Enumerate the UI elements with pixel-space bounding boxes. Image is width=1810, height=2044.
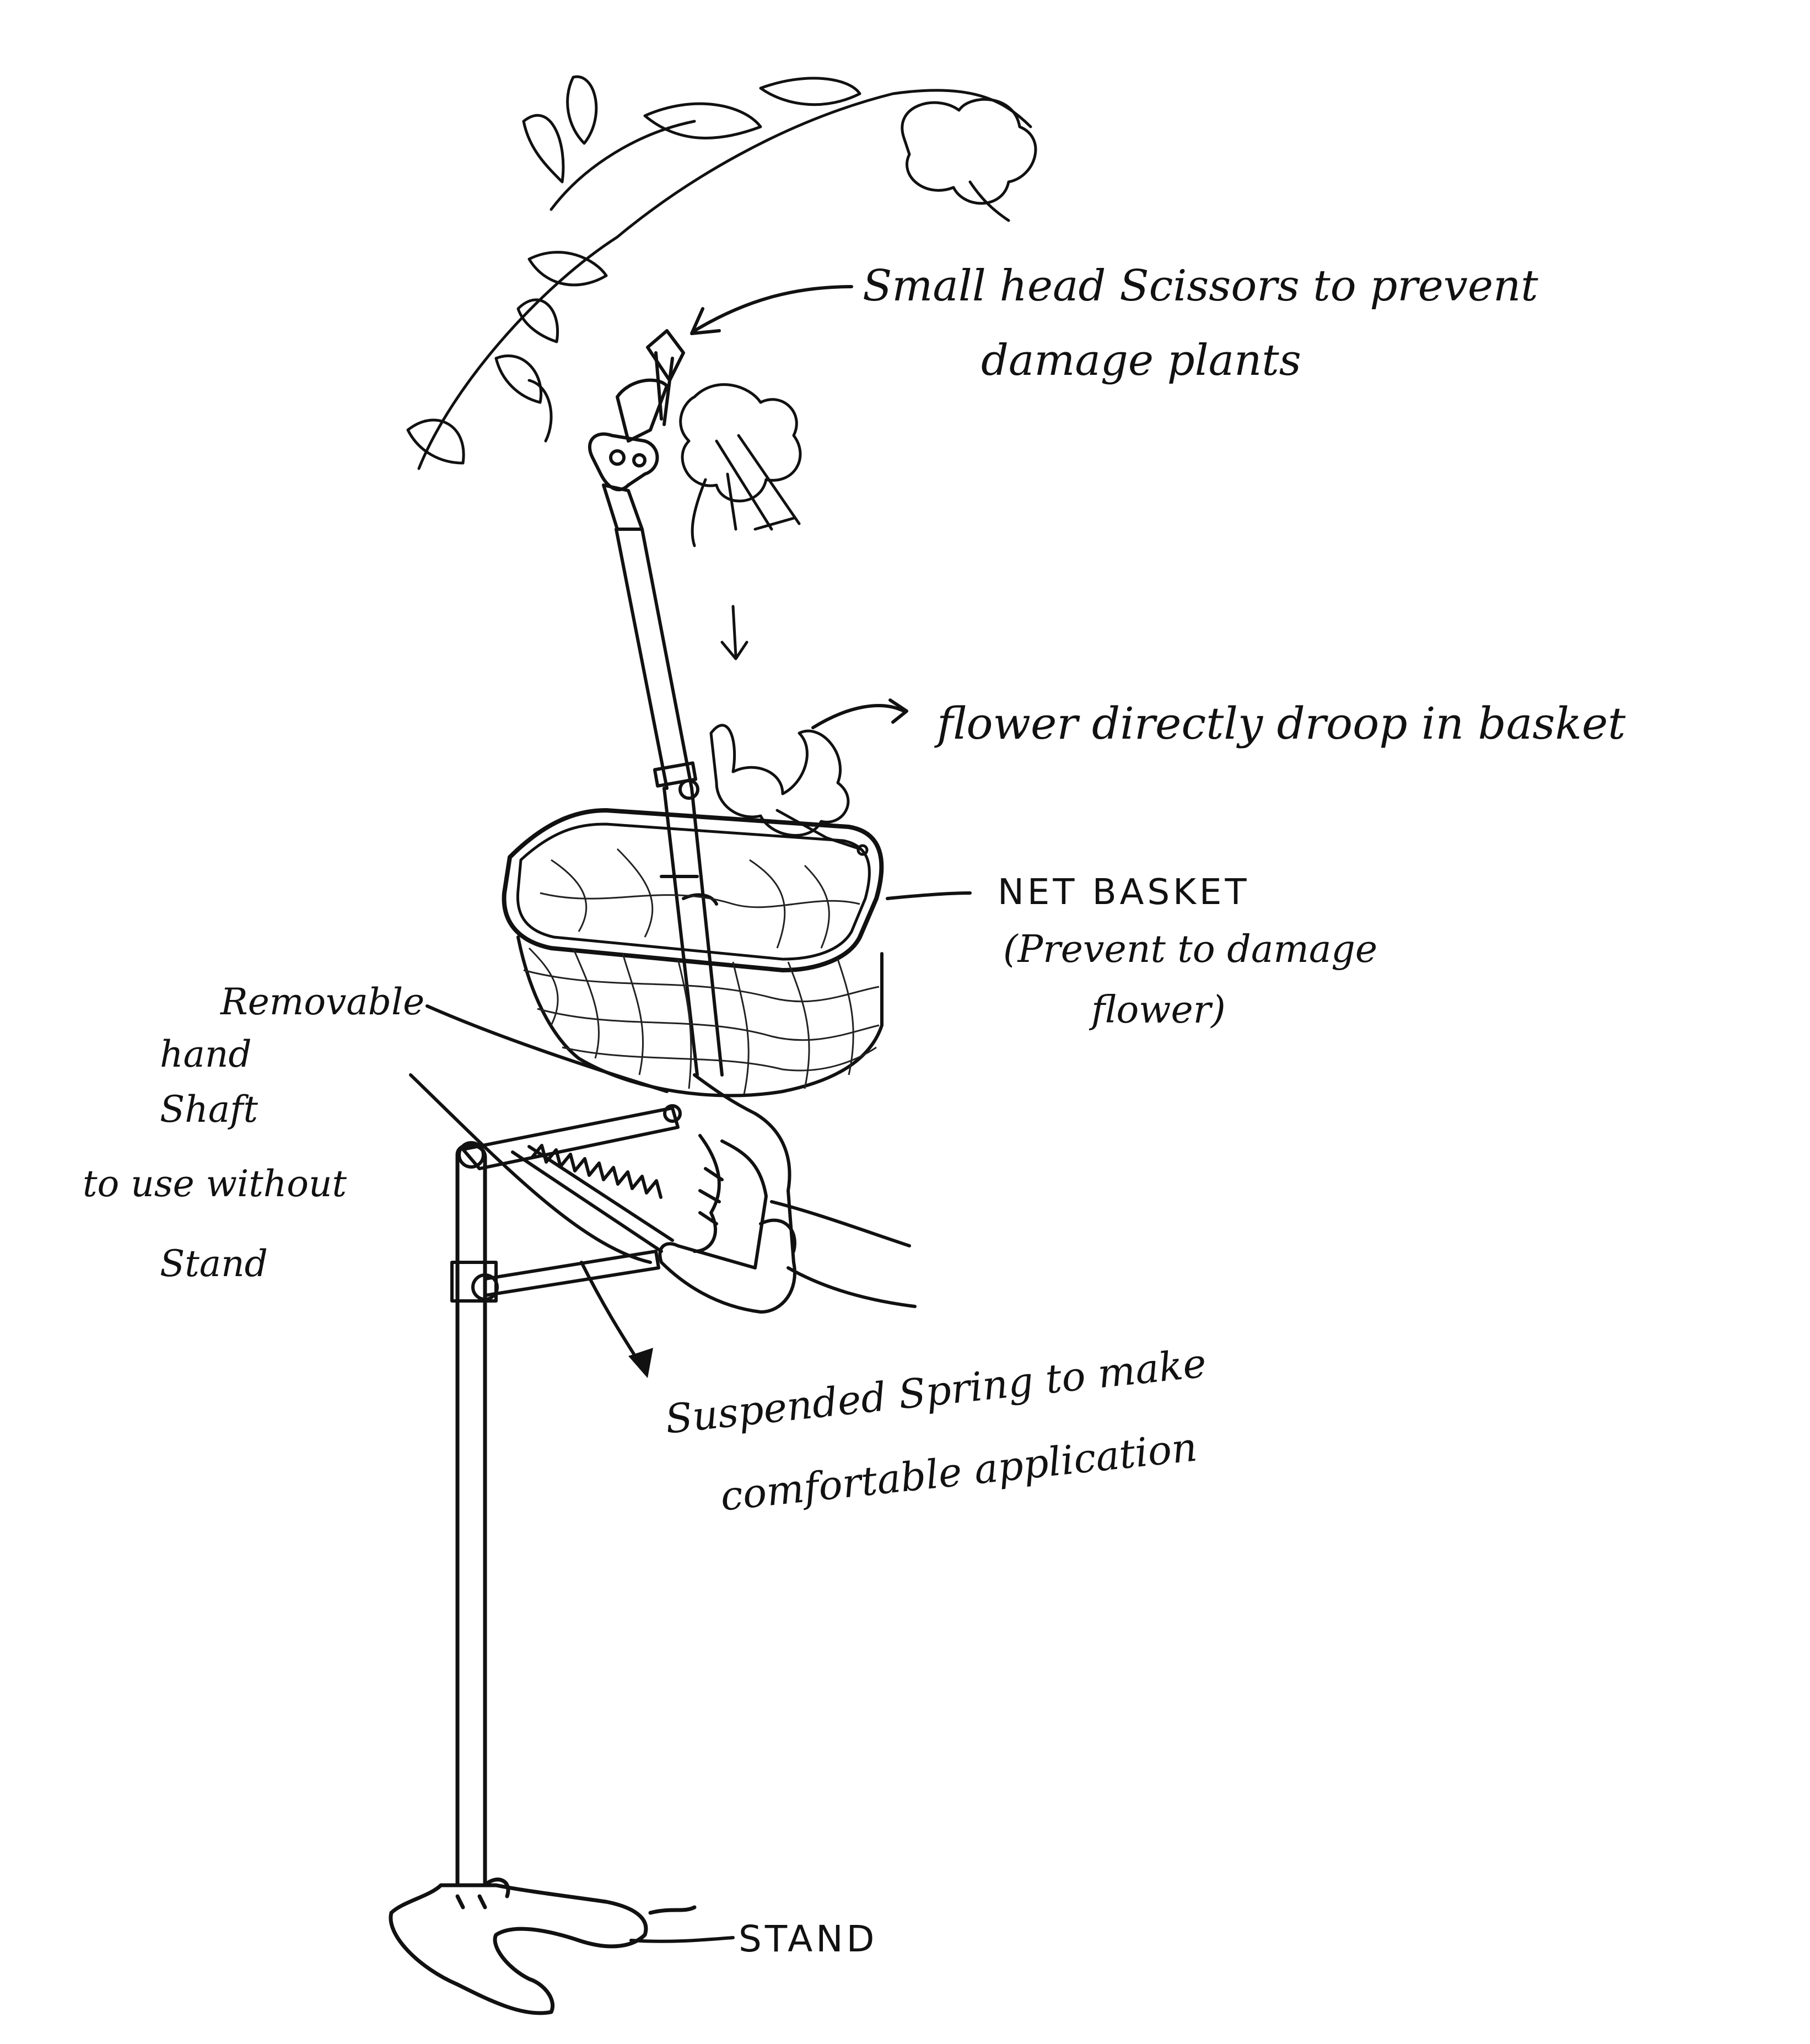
net-basket [502,808,884,1098]
shaft-note-line2: hand [160,1033,252,1075]
net-basket-note-line2: (Prevent to damage [1003,928,1377,971]
annotation-scissors: Small head Scissors to prevent damage pl… [863,261,1538,385]
shaft-note-line5: Stand [160,1242,268,1285]
stand-label: STAND [739,1918,877,1960]
scissors-head [588,329,685,492]
flower-drop-note: flower directly droop in basket [934,698,1626,749]
shaft-note-line1: Removable [220,981,424,1023]
scissors-note-line1: Small head Scissors to prevent [863,261,1538,311]
net-basket-note-line3: flower) [1089,988,1226,1032]
handle-grip [658,1073,917,1314]
scissors-note-line2: damage plants [981,336,1301,385]
vine-illustration [406,75,1037,547]
spring-note-line2: comfortable application [718,1424,1199,1520]
picker-pole [602,483,724,1077]
dropping-flower [709,472,869,856]
shaft-note-line4: to use without [83,1163,347,1205]
stand [389,1143,697,2015]
net-basket-title: NET BASKET [998,872,1250,913]
annotation-net-basket: NET BASKET (Prevent to damage flower) [998,872,1377,1032]
annotation-arrows [409,285,972,1943]
annotation-spring: Suspended Spring to make comfortable app… [663,1340,1209,1520]
spring-note-line1: Suspended Spring to make [663,1340,1209,1443]
shaft-note-line3: Shaft [160,1088,258,1131]
suspended-spring [511,1145,674,1253]
annotation-removable-shaft: Removable hand Shaft to use without Stan… [83,981,424,1285]
